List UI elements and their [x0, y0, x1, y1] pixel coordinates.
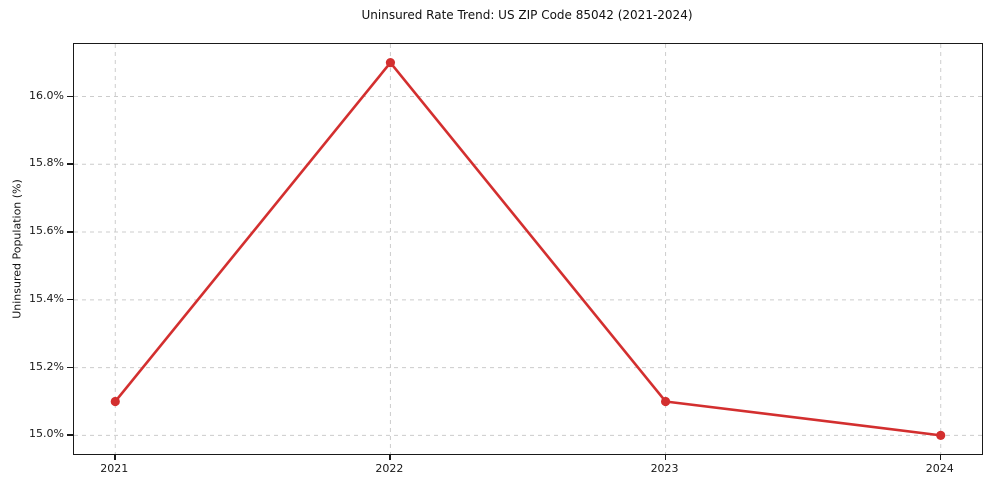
- y-tick-label: 15.0%: [29, 427, 64, 441]
- x-tick-mark: [114, 455, 116, 460]
- data-point-2022: [385, 58, 396, 68]
- y-tick-label: 15.6%: [29, 224, 64, 238]
- y-tick-label: 15.4%: [29, 291, 64, 305]
- x-tick-label: 2021: [100, 462, 129, 475]
- plot-canvas: [74, 44, 982, 454]
- plot-area: [73, 43, 983, 455]
- y-tick-mark: [67, 298, 73, 301]
- chart-title: Uninsured Rate Trend: US ZIP Code 85042 …: [361, 8, 693, 22]
- x-tick-label: 2023: [650, 462, 679, 475]
- x-tick-label: 2022: [375, 462, 404, 475]
- y-tick-mark: [67, 163, 73, 165]
- y-tick-mark: [67, 366, 73, 369]
- x-tick-mark: [664, 455, 667, 460]
- x-tick-label: 2024: [925, 462, 954, 475]
- y-tick-mark: [67, 95, 73, 98]
- y-tick-mark: [67, 434, 73, 436]
- y-tick-label: 15.8%: [29, 156, 64, 170]
- trend-line: [113, 61, 943, 437]
- data-point-2023: [660, 396, 671, 407]
- x-tick-mark: [389, 455, 391, 460]
- y-tick-label: 16.0%: [29, 88, 64, 102]
- data-point-2021: [110, 396, 120, 407]
- y-tick-mark: [67, 231, 73, 233]
- y-tick-label: 15.2%: [29, 359, 64, 373]
- x-tick-mark: [939, 455, 942, 460]
- data-point-2024: [936, 430, 946, 440]
